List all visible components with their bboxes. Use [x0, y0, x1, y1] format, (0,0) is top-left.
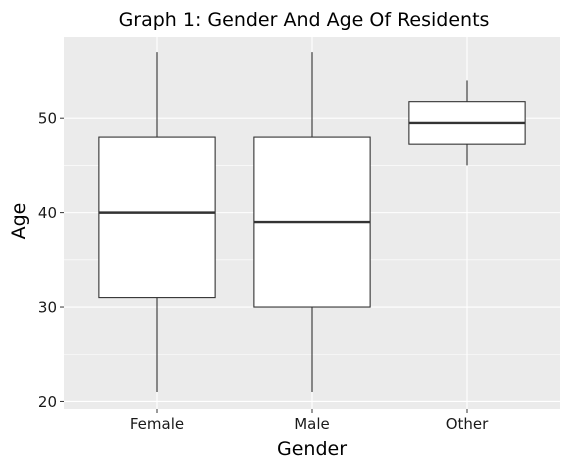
x-tick-label: Female	[130, 415, 184, 433]
box-other	[408, 80, 526, 166]
x-tick-label: Other	[446, 415, 489, 433]
y-axis: 20 30 40 50	[38, 110, 64, 411]
box-female	[98, 52, 216, 393]
y-tick-label: 20	[38, 393, 57, 411]
box-series	[98, 52, 526, 393]
x-tick-label: Male	[294, 415, 330, 433]
y-tick-label: 30	[38, 299, 57, 317]
y-tick-label: 40	[38, 204, 57, 222]
x-axis: Female Male Other	[130, 409, 489, 433]
chart-title: Graph 1: Gender And Age Of Residents	[119, 9, 490, 31]
y-axis-label: Age	[8, 203, 30, 240]
x-axis-label: Gender	[277, 438, 347, 460]
box-iqr	[98, 136, 216, 299]
box-male	[253, 52, 371, 393]
y-tick-label: 50	[38, 110, 57, 128]
